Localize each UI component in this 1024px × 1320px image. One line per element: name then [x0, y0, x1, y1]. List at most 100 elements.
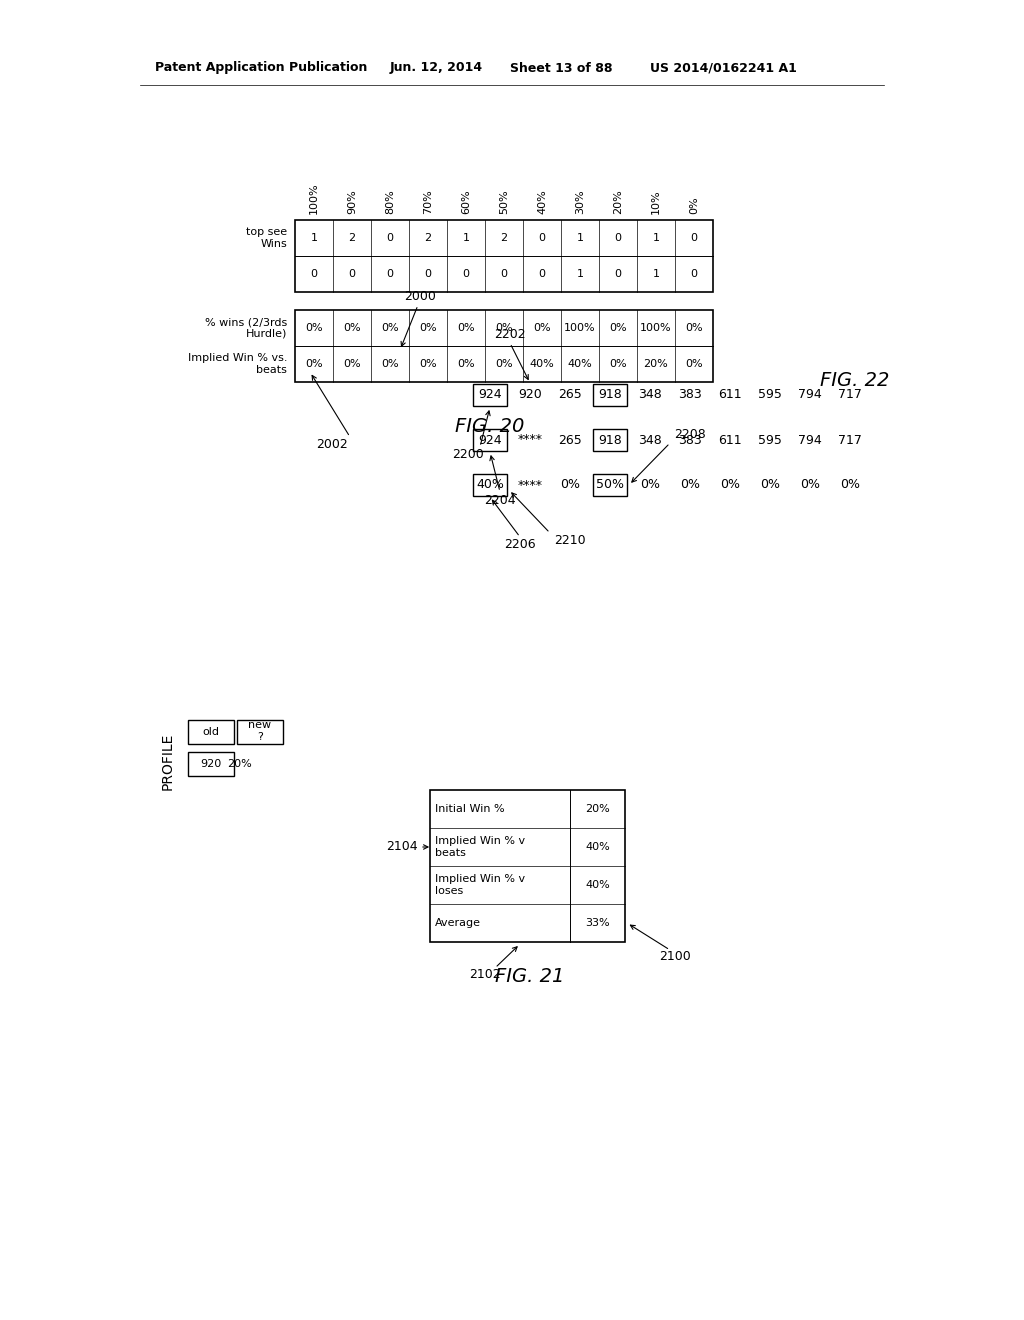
Text: 0: 0 — [425, 269, 431, 279]
Text: 0%: 0% — [685, 359, 702, 370]
Text: 918: 918 — [598, 388, 622, 401]
Text: 2102: 2102 — [469, 968, 501, 981]
Text: Implied Win % vs.
beats: Implied Win % vs. beats — [187, 354, 287, 375]
Text: 60%: 60% — [461, 189, 471, 214]
Text: ****: **** — [517, 433, 543, 446]
Text: 0: 0 — [463, 269, 469, 279]
Text: 33%: 33% — [585, 917, 610, 928]
Text: ?: ? — [257, 733, 263, 742]
Bar — [188, 752, 234, 776]
Text: 920: 920 — [201, 759, 221, 770]
Text: FIG. 22: FIG. 22 — [820, 371, 890, 389]
Text: Jun. 12, 2014: Jun. 12, 2014 — [390, 62, 483, 74]
Text: Patent Application Publication: Patent Application Publication — [155, 62, 368, 74]
Text: 2208: 2208 — [674, 429, 706, 441]
Text: 0%: 0% — [381, 359, 398, 370]
Text: 0%: 0% — [305, 359, 323, 370]
Text: 0%: 0% — [840, 479, 860, 491]
Text: 2: 2 — [348, 234, 355, 243]
Text: 2204: 2204 — [484, 494, 516, 507]
Text: 100%: 100% — [564, 323, 596, 333]
Text: 2: 2 — [424, 234, 431, 243]
Text: 595: 595 — [758, 388, 782, 401]
Bar — [295, 310, 713, 381]
Text: 924: 924 — [478, 388, 502, 401]
Text: Average: Average — [435, 917, 481, 928]
Text: 20%: 20% — [613, 189, 623, 214]
Text: 0%: 0% — [305, 323, 323, 333]
Bar — [237, 719, 283, 744]
Text: 40%: 40% — [529, 359, 554, 370]
Text: top see
Wins: top see Wins — [246, 227, 287, 248]
Text: 0: 0 — [614, 269, 622, 279]
Text: 383: 383 — [678, 433, 701, 446]
Text: 0: 0 — [690, 234, 697, 243]
Text: 50%: 50% — [596, 479, 624, 491]
Text: 80%: 80% — [385, 189, 395, 214]
Text: 0%: 0% — [689, 197, 699, 214]
Text: 0%: 0% — [496, 359, 513, 370]
Text: 1: 1 — [652, 269, 659, 279]
Bar — [593, 474, 627, 496]
Text: 0%: 0% — [534, 323, 551, 333]
Text: 0: 0 — [690, 269, 697, 279]
Text: 2202: 2202 — [495, 329, 525, 342]
Text: 0%: 0% — [720, 479, 740, 491]
Text: 0: 0 — [501, 269, 508, 279]
Bar — [593, 384, 627, 407]
Text: ****: **** — [517, 479, 543, 491]
Text: 918: 918 — [598, 433, 622, 446]
Text: 40%: 40% — [476, 479, 504, 491]
Text: 611: 611 — [718, 388, 741, 401]
Text: 0: 0 — [310, 269, 317, 279]
Text: 0: 0 — [539, 234, 546, 243]
Text: 0%: 0% — [609, 359, 627, 370]
Text: 0%: 0% — [343, 323, 360, 333]
Bar — [473, 474, 507, 496]
Text: 0: 0 — [386, 269, 393, 279]
Text: 100%: 100% — [309, 182, 319, 214]
Text: 2206: 2206 — [504, 539, 536, 552]
Text: 920: 920 — [518, 388, 542, 401]
Text: 924: 924 — [478, 433, 502, 446]
Text: 70%: 70% — [423, 189, 433, 214]
Text: 0: 0 — [348, 269, 355, 279]
Text: 2002: 2002 — [316, 438, 348, 451]
Text: 348: 348 — [638, 388, 662, 401]
Text: 2210: 2210 — [554, 533, 586, 546]
Text: 0%: 0% — [800, 479, 820, 491]
Text: Initial Win %: Initial Win % — [435, 804, 505, 814]
Text: 0%: 0% — [760, 479, 780, 491]
Text: 2100: 2100 — [659, 950, 691, 964]
Text: Sheet 13 of 88: Sheet 13 of 88 — [510, 62, 612, 74]
Text: 1: 1 — [463, 234, 469, 243]
Text: 30%: 30% — [575, 189, 585, 214]
Bar — [188, 719, 234, 744]
Text: 50%: 50% — [499, 189, 509, 214]
Text: 348: 348 — [638, 433, 662, 446]
Text: 20%: 20% — [644, 359, 669, 370]
Text: 717: 717 — [838, 388, 862, 401]
Text: 2200: 2200 — [453, 449, 484, 462]
Text: 0%: 0% — [381, 323, 398, 333]
Text: 611: 611 — [718, 433, 741, 446]
Text: 20%: 20% — [585, 804, 610, 814]
Text: % wins (2/3rds
Hurdle): % wins (2/3rds Hurdle) — [205, 317, 287, 339]
Bar — [430, 789, 625, 942]
Text: 0%: 0% — [640, 479, 660, 491]
Text: 2: 2 — [501, 234, 508, 243]
Text: US 2014/0162241 A1: US 2014/0162241 A1 — [650, 62, 797, 74]
Text: 794: 794 — [798, 388, 822, 401]
Text: 265: 265 — [558, 433, 582, 446]
Text: 2104: 2104 — [386, 841, 418, 854]
Text: 2000: 2000 — [404, 290, 436, 304]
Text: 383: 383 — [678, 388, 701, 401]
Text: 595: 595 — [758, 433, 782, 446]
Text: 20%: 20% — [227, 759, 252, 770]
Text: FIG. 20: FIG. 20 — [456, 417, 524, 437]
Bar — [295, 220, 713, 292]
Text: 0%: 0% — [457, 359, 475, 370]
Text: 0: 0 — [386, 234, 393, 243]
Text: 40%: 40% — [585, 842, 610, 851]
Text: 40%: 40% — [585, 880, 610, 890]
